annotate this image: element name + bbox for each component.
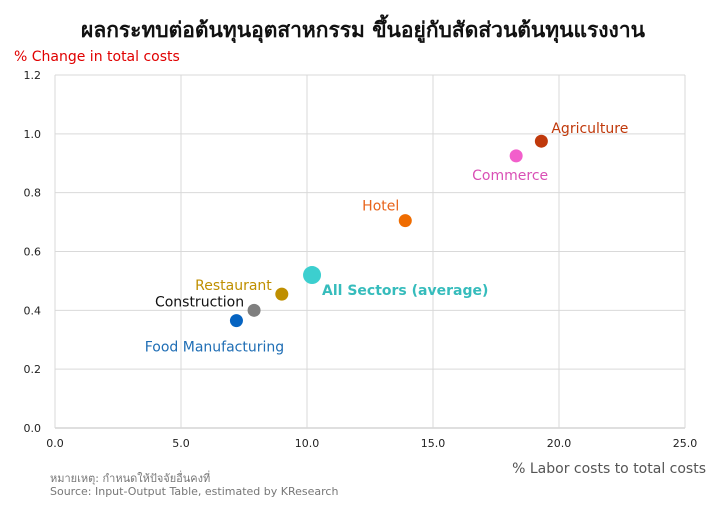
- point-label: Commerce: [472, 168, 548, 184]
- scatter-point: [275, 287, 289, 301]
- y-tick-label: 0.4: [24, 304, 42, 317]
- source-note: Source: Input-Output Table, estimated by…: [50, 485, 339, 498]
- tick-labels: 0.0 0.2 0.4 0.6 0.8 1.0 1.2 0.0 5.0 10.0 15.0 20.0 2…: [24, 69, 698, 450]
- x-tick-label: 0.0: [46, 437, 64, 450]
- scatter-point: [398, 214, 412, 228]
- y-tick-label: 0.2: [24, 363, 42, 376]
- scatter-point: [534, 134, 548, 148]
- data-points: [229, 134, 548, 328]
- point-label: All Sectors (average): [322, 283, 488, 299]
- scatter-point: [303, 266, 322, 285]
- scatter-point: [509, 149, 523, 163]
- point-label: Hotel: [362, 199, 399, 215]
- y-tick-label: 0.0: [24, 422, 42, 435]
- x-axis-label: % Labor costs to total costs: [512, 461, 706, 477]
- footnote: หมายเหตุ: กำหนดให้ปัจจัยอื่นคงที่: [50, 472, 211, 485]
- x-tick-label: 10.0: [295, 437, 320, 450]
- x-tick-label: 20.0: [547, 437, 572, 450]
- point-label: Construction: [155, 294, 244, 310]
- point-label: Agriculture: [551, 121, 628, 137]
- point-label: Food Manufacturing: [145, 340, 284, 356]
- x-tick-label: 25.0: [673, 437, 698, 450]
- point-label: Restaurant: [195, 278, 272, 294]
- chart-title: ผลกระทบต่อต้นทุนอุตสาหกรรม ขึ้นอยู่กับสั…: [81, 18, 645, 42]
- point-labels: Agriculture Commerce Hotel All Sectors (ave…: [145, 121, 629, 355]
- scatter-point: [247, 303, 261, 317]
- y-tick-label: 0.8: [24, 187, 42, 200]
- grid-lines: [54, 74, 686, 429]
- y-axis-label: % Change in total costs: [14, 49, 180, 65]
- x-tick-label: 5.0: [172, 437, 190, 450]
- x-tick-label: 15.0: [421, 437, 446, 450]
- scatter-point: [229, 314, 243, 328]
- y-tick-label: 1.2: [24, 69, 42, 82]
- y-tick-label: 1.0: [24, 128, 42, 141]
- y-tick-label: 0.6: [24, 246, 42, 259]
